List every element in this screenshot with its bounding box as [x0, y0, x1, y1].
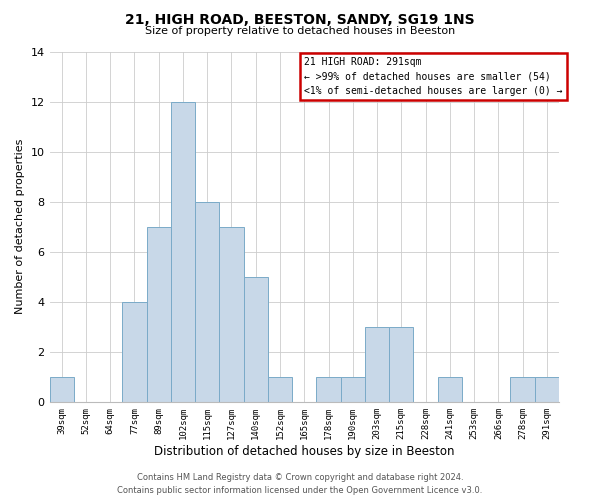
X-axis label: Distribution of detached houses by size in Beeston: Distribution of detached houses by size …	[154, 444, 455, 458]
Bar	[122, 302, 146, 402]
Bar	[365, 327, 389, 402]
Bar	[146, 226, 171, 402]
Bar	[171, 102, 195, 402]
Bar	[341, 377, 365, 402]
Bar	[438, 377, 462, 402]
Text: Size of property relative to detached houses in Beeston: Size of property relative to detached ho…	[145, 26, 455, 36]
Bar	[389, 327, 413, 402]
Bar	[511, 377, 535, 402]
Text: 21, HIGH ROAD, BEESTON, SANDY, SG19 1NS: 21, HIGH ROAD, BEESTON, SANDY, SG19 1NS	[125, 12, 475, 26]
Bar	[316, 377, 341, 402]
Bar	[244, 276, 268, 402]
Bar	[195, 202, 220, 402]
Bar	[50, 377, 74, 402]
Text: 21 HIGH ROAD: 291sqm
← >99% of detached houses are smaller (54)
<1% of semi-deta: 21 HIGH ROAD: 291sqm ← >99% of detached …	[304, 57, 563, 96]
Bar	[535, 377, 559, 402]
Y-axis label: Number of detached properties: Number of detached properties	[15, 139, 25, 314]
Bar	[268, 377, 292, 402]
Bar	[220, 226, 244, 402]
Text: Contains HM Land Registry data © Crown copyright and database right 2024.
Contai: Contains HM Land Registry data © Crown c…	[118, 474, 482, 495]
